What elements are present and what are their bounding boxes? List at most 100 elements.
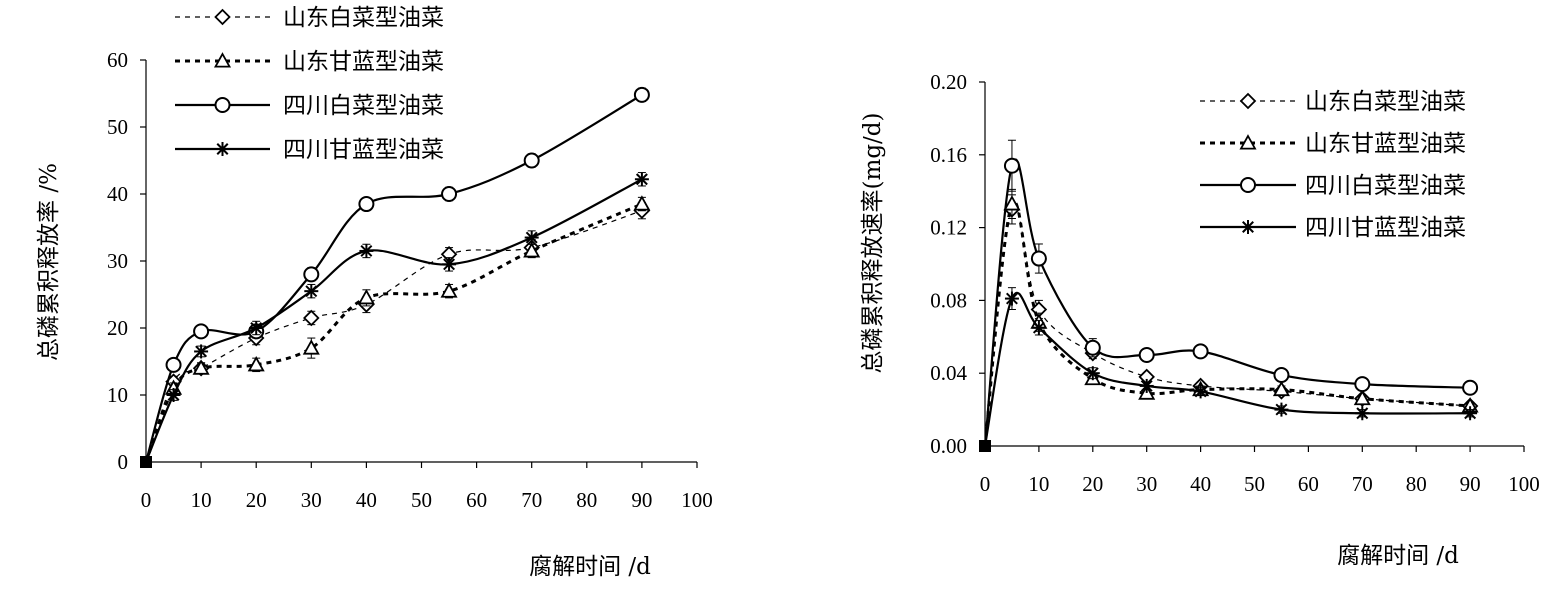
- legend-marker: [1241, 220, 1255, 234]
- series-3-point: [442, 257, 457, 272]
- series-3-point: [524, 230, 539, 245]
- x-tick-label: 100: [681, 488, 713, 512]
- series-2-point: [633, 86, 650, 103]
- y-tick-label: 40: [107, 182, 128, 206]
- right-y-axis-label: 总磷累积释放速率(mg/d): [860, 113, 886, 374]
- series-3-point-stroke: [1140, 379, 1153, 392]
- y-tick-label: 0.12: [930, 216, 967, 240]
- series-3-point: [304, 284, 319, 299]
- series-3-point: [1031, 320, 1046, 335]
- series-line-2: [983, 158, 1471, 447]
- series-3-point: [1004, 291, 1019, 306]
- series-3-point: [249, 321, 264, 335]
- series-3-point: [1274, 402, 1289, 417]
- series-3-point-stroke: [250, 322, 263, 334]
- x-tick-label: 30: [301, 488, 322, 512]
- origin-marker: [140, 456, 152, 468]
- series-3-point-stroke: [1086, 367, 1099, 380]
- series-3-point-stroke: [167, 389, 180, 401]
- series-2-point: [1462, 379, 1479, 396]
- x-tick-label: 60: [466, 488, 487, 512]
- y-tick-label: 10: [107, 383, 128, 407]
- right-series-group: [979, 139, 1479, 452]
- series-3-point: [1085, 366, 1100, 381]
- series-1-point: [1272, 380, 1290, 397]
- x-tick-label: 0: [141, 488, 152, 512]
- series-line-1: [144, 202, 643, 463]
- series-0-point: [303, 309, 320, 327]
- x-tick-label: 50: [1244, 472, 1265, 496]
- x-tick-label: 20: [1082, 472, 1103, 496]
- x-tick-label: 90: [631, 488, 652, 512]
- series-3-point-stroke: [1275, 403, 1288, 416]
- x-tick-label: 70: [1352, 472, 1373, 496]
- series-3-point-stroke: [635, 173, 648, 186]
- right-x-axis-label: 腐解时间 /d: [1337, 543, 1459, 569]
- series-line-0: [145, 210, 643, 463]
- legend-marker: [214, 97, 231, 113]
- series-2-point: [1030, 250, 1047, 267]
- series-2-point: [193, 323, 210, 340]
- series-3-point-stroke: [1005, 292, 1018, 305]
- series-2-point: [165, 356, 182, 373]
- legend-marker: [1239, 92, 1257, 110]
- y-tick-label: 50: [107, 115, 128, 139]
- x-tick-label: 90: [1460, 472, 1481, 496]
- x-tick-label: 0: [980, 472, 991, 496]
- series-3-point-stroke: [360, 244, 373, 257]
- series-3-point: [1463, 406, 1478, 421]
- series-2-point: [303, 266, 320, 283]
- x-tick-label: 80: [1406, 472, 1427, 496]
- legend-marker: [1239, 134, 1257, 150]
- release-rate-chart: 0 10 20 30 40 50 60 70 80 90 100 0.00 0.04 0.08 0.12 0.…: [860, 70, 1540, 569]
- legend-label: 四川甘蓝型油菜: [1305, 215, 1466, 241]
- left-axes: 0 10 20 30 40 50 60 70 80 90 100 0 10 20 30 40 50 60: [107, 48, 713, 512]
- series-2-point: [1192, 343, 1209, 360]
- left-x-axis-label: 腐解时间 /d: [529, 554, 651, 580]
- legend-marker: [1240, 177, 1256, 193]
- series-3-point: [1139, 378, 1154, 393]
- y-tick-label: 0.08: [930, 288, 967, 312]
- legend-label: 山东甘蓝型油菜: [1305, 131, 1466, 157]
- series-3-point: [634, 172, 649, 187]
- series-2-point: [1003, 157, 1020, 174]
- x-tick-label: 60: [1298, 472, 1319, 496]
- series-2-point: [441, 186, 458, 202]
- left-series-group: [140, 86, 651, 468]
- series-2-point: [358, 196, 375, 213]
- series-3-point: [1355, 406, 1370, 421]
- y-tick-label: 0.04: [930, 361, 967, 385]
- series-1-point: [633, 195, 651, 211]
- y-tick-label: 30: [107, 249, 128, 273]
- series-1-point: [357, 288, 375, 305]
- series-3-point-stroke: [195, 345, 208, 358]
- legend-label: 山东白菜型油菜: [283, 5, 444, 31]
- legend-marker: [213, 52, 232, 68]
- legend-label: 四川甘蓝型油菜: [283, 137, 444, 163]
- x-tick-label: 10: [1028, 472, 1049, 496]
- x-tick-label: 70: [521, 488, 542, 512]
- series-1-point: [247, 355, 265, 372]
- series-1-point: [302, 339, 320, 355]
- series-3-point-stroke: [525, 231, 538, 244]
- series-3-point: [166, 388, 181, 402]
- series-1-point: [440, 282, 458, 298]
- legend-label: 山东白菜型油菜: [1305, 89, 1466, 115]
- y-tick-label: 20: [107, 316, 128, 340]
- series-1-point: [192, 359, 210, 375]
- series-3-point-stroke: [443, 258, 456, 271]
- series-line-3: [144, 178, 643, 463]
- series-2-point: [1084, 339, 1101, 356]
- y-tick-label: 60: [107, 48, 128, 72]
- series-3-point-stroke: [1464, 407, 1477, 420]
- series-2-point: [1273, 367, 1290, 384]
- series-1-point: [1353, 389, 1371, 406]
- x-tick-label: 50: [411, 488, 432, 512]
- legend-marker-stroke: [216, 143, 229, 155]
- legend-label: 四川白菜型油菜: [283, 93, 444, 119]
- series-3-point: [194, 344, 209, 359]
- legend-marker: [215, 142, 230, 156]
- left-y-axis-label: 总磷累积释放率 /%: [36, 163, 62, 361]
